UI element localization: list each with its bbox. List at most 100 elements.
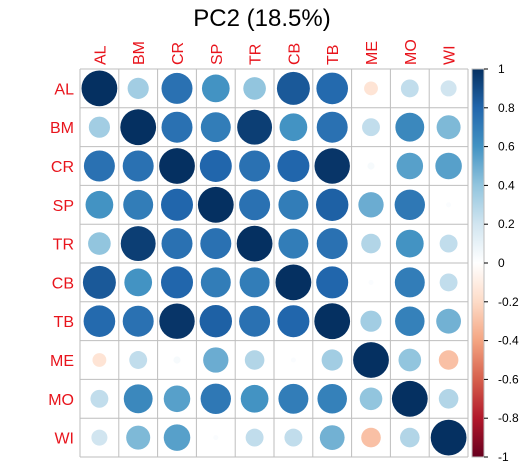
corr-circle-mo-tr [240, 384, 269, 413]
corr-circle-cr-cr [159, 148, 195, 184]
col-label-bm: BM [131, 41, 148, 65]
col-label-tr: TR [248, 44, 265, 65]
corr-circle-wi-bm [126, 425, 151, 450]
col-label-sp: SP [209, 44, 226, 65]
row-label-me: ME [50, 353, 74, 370]
corr-circle-mo-al [90, 389, 109, 408]
corr-circle-wi-me [361, 427, 381, 448]
corr-circle-tb-cr [159, 303, 195, 339]
corr-circle-me-bm [129, 351, 148, 369]
corr-circle-cb-me [368, 279, 374, 285]
corr-circle-tb-tb [314, 303, 351, 340]
colorbar-tick-label: -0.2 [498, 295, 519, 309]
corr-circle-al-sp [201, 74, 230, 103]
corr-circle-bm-bm [120, 109, 157, 146]
corr-circle-me-tr [244, 350, 265, 370]
corr-circle-sp-cb [278, 189, 309, 220]
corr-circle-bm-cr [161, 111, 193, 143]
corr-circle-me-cr [173, 356, 181, 364]
corr-circle-cb-mo [394, 267, 425, 298]
corr-circle-cr-tb [314, 148, 350, 184]
corr-circle-cr-al [83, 150, 115, 182]
column-labels: AL BM CR SP TR CB TB ME MO WI [92, 39, 458, 65]
row-label-cb: CB [52, 275, 74, 292]
corr-circle-me-mo [398, 348, 422, 372]
corr-circle-cb-tr [239, 267, 270, 298]
corr-circle-bm-me [362, 118, 380, 137]
corr-circle-me-me [353, 342, 389, 378]
colorbar: -1 -0.8 -0.6 -0.4 -0.2 0 0.2 0.4 0.6 0.8 1 [471, 62, 519, 464]
grid [79, 68, 469, 458]
corr-circle-wi-cb [284, 428, 303, 447]
col-label-cr: CR [170, 42, 187, 65]
corr-circle-bm-sp [200, 112, 231, 143]
corr-circle-tr-bm [120, 226, 156, 262]
corr-circle-al-bm [127, 77, 149, 99]
colorbar-tick-label: -1 [498, 450, 509, 464]
corr-circle-cr-wi [435, 152, 462, 180]
corr-circle-tb-sp [199, 304, 233, 338]
row-label-wi: WI [54, 431, 74, 448]
corr-circle-bm-al [88, 116, 110, 138]
corr-circle-al-cb [276, 71, 310, 105]
corr-circle-sp-al [85, 190, 114, 219]
chart-title: PC2 (18.5%) [193, 5, 330, 32]
row-labels: AL BM CR SP TR CB TB ME MO WI [48, 81, 74, 447]
corr-circle-tb-me [360, 310, 382, 332]
corr-circle-bm-wi [436, 115, 461, 140]
corr-circle-wi-tb [319, 425, 345, 450]
corr-circle-mo-mo [391, 380, 428, 417]
corr-circle-tr-wi [439, 234, 458, 253]
col-label-al: AL [92, 45, 109, 65]
corr-circle-mo-tb [317, 384, 347, 414]
corr-circle-sp-cr [160, 188, 194, 221]
corr-circle-tb-cb [277, 305, 310, 338]
corr-circle-sp-mo [394, 189, 425, 220]
corr-circle-cb-al [82, 265, 116, 299]
col-label-mo: MO [403, 39, 420, 65]
corr-circle-cb-wi [439, 273, 458, 292]
corr-circle-me-wi [438, 350, 459, 370]
corr-circle-al-tr [243, 77, 266, 100]
colorbar-tick-label: 1 [498, 62, 505, 76]
corr-circle-sp-sp [197, 186, 234, 223]
corr-circle-me-cb [290, 357, 296, 363]
corr-circle-al-tb [316, 72, 349, 105]
colorbar-tick-label: -0.8 [498, 411, 519, 425]
row-label-bm: BM [50, 120, 74, 137]
corr-circle-tr-tb [316, 228, 348, 260]
corr-circle-cr-bm [122, 150, 154, 182]
corr-circle-cr-tr [239, 150, 271, 182]
corr-circle-tr-mo [395, 229, 424, 258]
corr-circle-wi-mo [400, 427, 420, 448]
corr-circle-me-tb [321, 349, 343, 371]
corr-circle-al-mo [400, 79, 419, 98]
corr-circle-tb-mo [395, 306, 425, 336]
colorbar-tick-label: 0 [498, 256, 505, 270]
corr-circle-cr-cb [277, 149, 310, 183]
corr-circle-cb-sp [200, 267, 231, 298]
corr-circle-bm-tb [316, 111, 348, 143]
row-label-tb: TB [54, 314, 74, 331]
corr-circle-me-al [92, 353, 107, 367]
circles [81, 70, 467, 456]
corr-circle-mo-me [359, 387, 383, 411]
corr-circle-tb-bm [122, 305, 154, 337]
corr-circle-tb-wi [436, 308, 461, 334]
row-label-sp: SP [53, 198, 74, 215]
col-label-cb: CB [286, 43, 303, 65]
corr-circle-tr-cr [161, 228, 193, 260]
corr-circle-mo-bm [123, 384, 153, 414]
corr-circle-mo-sp [200, 383, 231, 414]
colorbar-tick-label: 0.6 [498, 140, 515, 154]
corr-circle-sp-wi [446, 202, 452, 208]
corr-circle-tr-sp [200, 228, 232, 260]
row-label-tr: TR [53, 237, 74, 254]
corr-circle-tr-al [88, 232, 111, 255]
row-label-cr: CR [51, 159, 74, 176]
corr-circle-cr-me [367, 162, 375, 170]
corr-circle-sp-bm [123, 189, 154, 220]
corr-circle-sp-tr [239, 189, 271, 221]
corr-circle-al-cr [161, 72, 193, 104]
